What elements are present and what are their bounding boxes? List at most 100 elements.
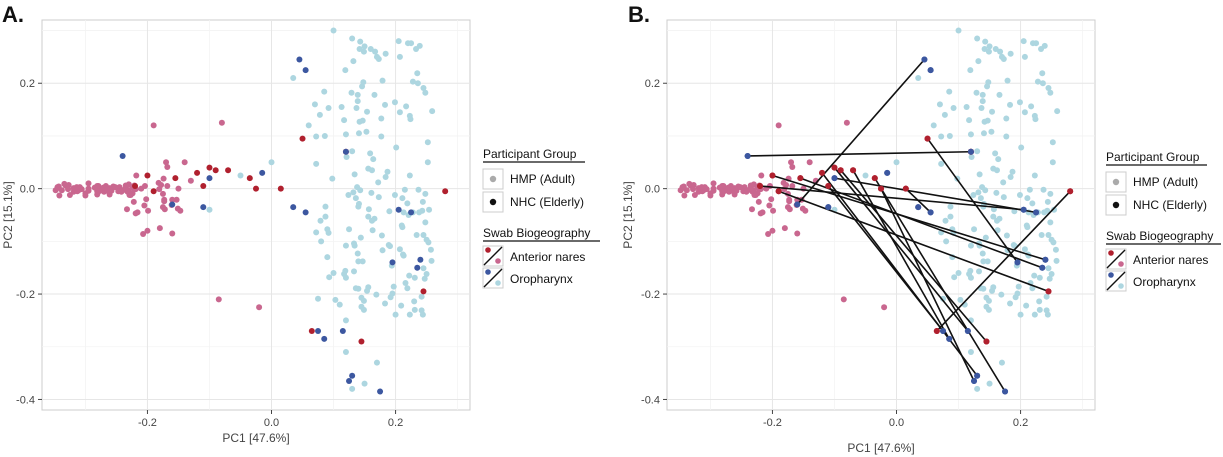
nhc-point (1067, 188, 1074, 195)
hmp-point (985, 48, 992, 55)
nhc-point (414, 264, 421, 271)
hmp-point (364, 108, 371, 115)
hmp-point (375, 179, 382, 186)
nhc-point (884, 169, 891, 176)
nhc-point (769, 172, 776, 179)
hmp-point (424, 159, 431, 166)
hmp-point (368, 217, 375, 224)
hmp-point (156, 225, 163, 232)
hmp-point (140, 230, 147, 237)
hmp-point (318, 238, 325, 245)
hmp-point (85, 180, 92, 187)
nhc-point (744, 152, 751, 159)
panel-a-y-axis-title: PC2 [15.1%] (1, 181, 15, 248)
hmp-point (349, 148, 356, 155)
hmp-point (1045, 84, 1052, 91)
nhc-point (417, 256, 424, 263)
hmp-point (348, 89, 355, 96)
hmp-point (690, 186, 697, 193)
hmp-point (181, 159, 188, 166)
hmp-point (1007, 101, 1014, 108)
hmp-point (975, 58, 982, 65)
hmp-point (752, 191, 759, 198)
pair-connector-line (827, 185, 944, 332)
legend-label-hmp: HMP (Adult) (510, 172, 575, 186)
legend-label-nhc: NHC (Elderly) (1133, 198, 1207, 212)
nhc-point (144, 172, 151, 179)
nhc-point (915, 204, 922, 211)
hmp-point (350, 189, 357, 196)
hmp-point (1038, 232, 1045, 239)
hmp-point (389, 290, 396, 297)
nhc-point (290, 204, 297, 211)
hmp-point (1031, 272, 1038, 279)
nhc-point (794, 201, 801, 208)
hmp-point (399, 195, 406, 202)
hmp-point (358, 303, 365, 310)
legend-dot-nhc (489, 198, 497, 206)
y-tick-label: -0.4 (641, 394, 660, 406)
hmp-point (1023, 222, 1030, 229)
legend-dot-anterior-nares-nhc (485, 247, 491, 253)
legend-dot-anterior-nares-hmp (1118, 261, 1124, 267)
hmp-point (330, 269, 337, 276)
hmp-point (993, 189, 1000, 196)
hmp-point (1043, 293, 1050, 300)
hmp-point (967, 131, 974, 138)
hmp-point (938, 133, 945, 140)
hmp-point (91, 184, 98, 191)
legend-dot-hmp (489, 175, 497, 183)
hmp-point (403, 103, 410, 110)
hmp-point (161, 196, 168, 203)
hmp-point (404, 200, 411, 207)
hmp-point (332, 296, 339, 303)
hmp-point (375, 194, 382, 201)
hmp-point (85, 187, 92, 194)
x-tick-label: 0.0 (889, 417, 904, 429)
nhc-point (212, 167, 219, 174)
nhc-point (1039, 264, 1046, 271)
hmp-point (974, 385, 981, 392)
hmp-point (420, 265, 427, 272)
panel-b-grid (667, 20, 1095, 410)
hmp-point (175, 185, 182, 192)
hmp-point (358, 294, 365, 301)
pair-connector-line (821, 172, 978, 377)
hmp-point (382, 101, 389, 108)
hmp-point (132, 210, 139, 217)
hmp-point (1049, 159, 1056, 166)
hmp-point (406, 311, 413, 318)
hmp-point (950, 105, 957, 112)
hmp-point (423, 271, 430, 278)
hmp-point (336, 301, 343, 308)
hmp-point (311, 101, 318, 108)
hmp-point (130, 198, 137, 205)
hmp-point (1031, 311, 1038, 318)
hmp-point (1021, 246, 1028, 253)
hmp-point (794, 230, 801, 237)
legend-label-hmp: HMP (Adult) (1133, 175, 1198, 189)
hmp-point (317, 217, 324, 224)
nhc-point (119, 152, 126, 159)
hmp-point (391, 191, 398, 198)
hmp-point (354, 184, 361, 191)
pair-connector-line (874, 177, 1006, 392)
nhc-point (150, 188, 157, 195)
hmp-point (1031, 172, 1038, 179)
y-tick-label: -0.2 (16, 289, 35, 301)
hmp-point (986, 380, 993, 387)
hmp-point (342, 267, 349, 274)
hmp-point (979, 91, 986, 98)
hmp-point (1028, 103, 1035, 110)
nhc-point (346, 378, 353, 385)
legend-dot-nhc (1112, 201, 1120, 209)
legend-key-anterior-nares-line (1106, 249, 1126, 269)
hmp-point (373, 53, 380, 60)
hmp-point (365, 213, 372, 220)
pair-connector-line (852, 169, 950, 340)
hmp-point (422, 190, 429, 197)
hmp-point (979, 98, 986, 105)
hmp-point (936, 101, 943, 108)
hmp-point (372, 48, 379, 55)
hmp-point (313, 160, 320, 167)
